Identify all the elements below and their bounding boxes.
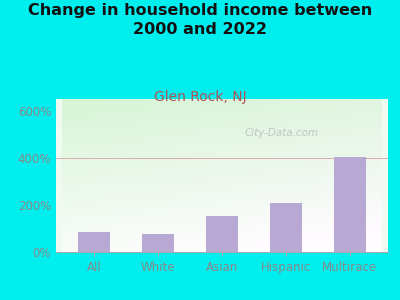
Bar (142, 234, 174, 252)
Text: Change in household income between
2000 and 2022: Change in household income between 2000 … (28, 3, 372, 37)
Bar (206, 215, 238, 252)
Text: Glen Rock, NJ: Glen Rock, NJ (154, 90, 246, 104)
Bar (78, 232, 110, 252)
Bar (334, 157, 366, 252)
Bar (270, 202, 302, 252)
Text: City-Data.com: City-Data.com (245, 128, 319, 138)
